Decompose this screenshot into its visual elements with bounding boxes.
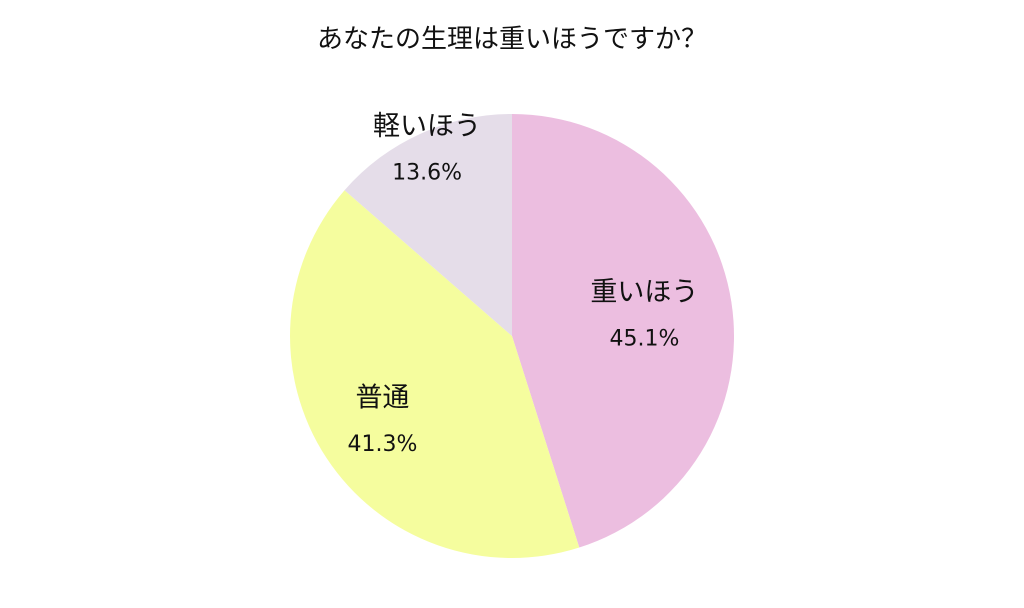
value-label: 41.3% xyxy=(348,432,418,457)
value-label: 13.6% xyxy=(392,160,462,185)
value-label: 45.1% xyxy=(609,326,679,351)
slice-label: 重いほう xyxy=(590,277,698,308)
chart-title: あなたの生理は重いほうですか？ xyxy=(317,25,707,55)
slice-label: 普通 xyxy=(355,383,409,414)
pie-slice xyxy=(344,114,512,336)
slice-label: 軽いほう xyxy=(373,111,481,142)
pie-slice xyxy=(512,114,734,548)
pie-slice xyxy=(289,190,580,558)
